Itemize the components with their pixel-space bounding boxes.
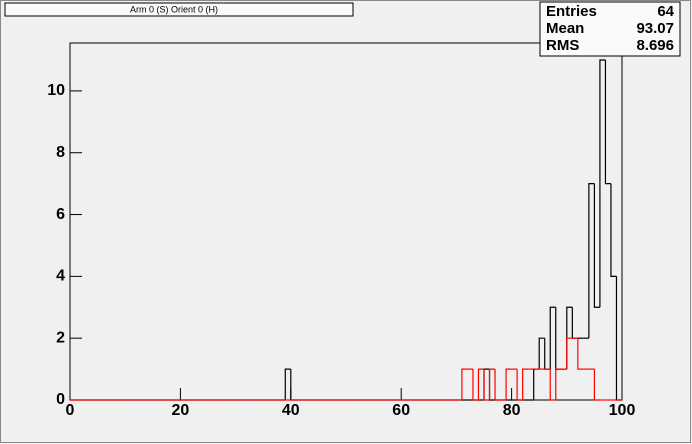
histogram-bin (522, 368, 529, 400)
histogram-bin (477, 368, 484, 400)
x-tick-label: 0 (66, 402, 75, 419)
stats-value: 64 (657, 3, 674, 20)
y-tick-label: 6 (56, 206, 65, 223)
x-tick-label: 40 (282, 402, 300, 419)
stats-label: RMS (546, 37, 579, 54)
histogram-bin (488, 368, 496, 400)
chart-title: Arm 0 (S) Orient 0 (H) (130, 4, 218, 14)
histogram-bin (538, 337, 545, 370)
histogram-bin (593, 183, 600, 308)
histogram-bin (505, 368, 512, 400)
histogram-bin (566, 337, 573, 370)
histogram-bin (483, 369, 490, 401)
histogram-bin (549, 306, 556, 370)
histogram-bin (604, 60, 611, 185)
stats-value: 8.696 (636, 37, 674, 54)
x-tick-label: 80 (503, 402, 521, 419)
frame (69, 42, 623, 401)
y-tick-label: 10 (47, 82, 65, 99)
y-tick-label: 2 (56, 329, 65, 346)
stats-label: Mean (546, 20, 584, 37)
histogram-bin (593, 369, 600, 401)
y-tick-label: 4 (56, 268, 65, 285)
title-box (4, 2, 354, 17)
x-tick-label: 20 (172, 402, 190, 419)
histogram-bin (577, 338, 584, 370)
stats-label: Entries (546, 3, 597, 20)
y-tick-label: 8 (56, 144, 65, 161)
histogram-bin (599, 59, 606, 308)
histogram-bin (549, 369, 556, 401)
histogram-bin (461, 368, 468, 400)
histogram-bin (588, 183, 595, 339)
x-tick-label: 60 (392, 402, 410, 419)
histogram-bin (555, 368, 562, 400)
histogram-bin (516, 369, 523, 401)
x-tick-label: 100 (609, 402, 636, 419)
histogram-bin (284, 368, 291, 400)
stats: Entries 64 Mean 93.07 RMS 8.696 (546, 3, 675, 54)
stats-value: 93.07 (636, 20, 674, 37)
y-tick-label: 0 (56, 391, 65, 408)
histogram-bin (494, 369, 501, 401)
stats-box (539, 1, 681, 57)
histogram-bin (610, 183, 617, 277)
histogram-bin (472, 369, 479, 401)
